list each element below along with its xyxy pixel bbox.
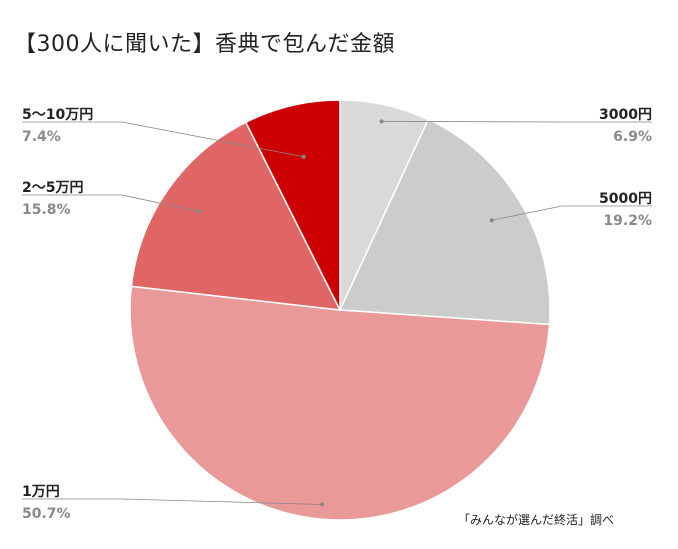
slice-label: 3000円 [599, 107, 652, 123]
source-note: 「みんなが選んだ終活」調べ [458, 513, 615, 527]
leader-line [381, 120, 652, 123]
leader-dot [489, 218, 494, 223]
leader-line [22, 121, 304, 158]
slice-label: 2〜5万円 [22, 180, 83, 196]
slice-label: 1万円 [22, 484, 60, 500]
slice-percent-label: 15.8% [22, 202, 71, 218]
slice-percent-label: 7.4% [22, 129, 61, 145]
leader-line [491, 205, 652, 221]
slice-label: 5〜10万円 [22, 107, 93, 123]
chart-title: 【300人に聞いた】香典で包んだ金額 [14, 32, 395, 57]
pie-slice [129, 285, 551, 521]
pie-slice [130, 121, 342, 311]
slice-percent-label: 19.2% [603, 213, 652, 229]
pie-slice [244, 99, 341, 311]
pie-slice [338, 118, 551, 326]
leader-line [22, 498, 323, 505]
leader-dot [301, 154, 306, 159]
slice-percent-label: 50.7% [22, 506, 71, 522]
leader-dot [320, 502, 325, 507]
leader-dot [379, 119, 384, 124]
slice-percent-label: 6.9% [613, 129, 652, 145]
slice-label: 5000円 [599, 191, 652, 207]
leader-line [22, 194, 199, 212]
leader-dot [196, 209, 201, 214]
